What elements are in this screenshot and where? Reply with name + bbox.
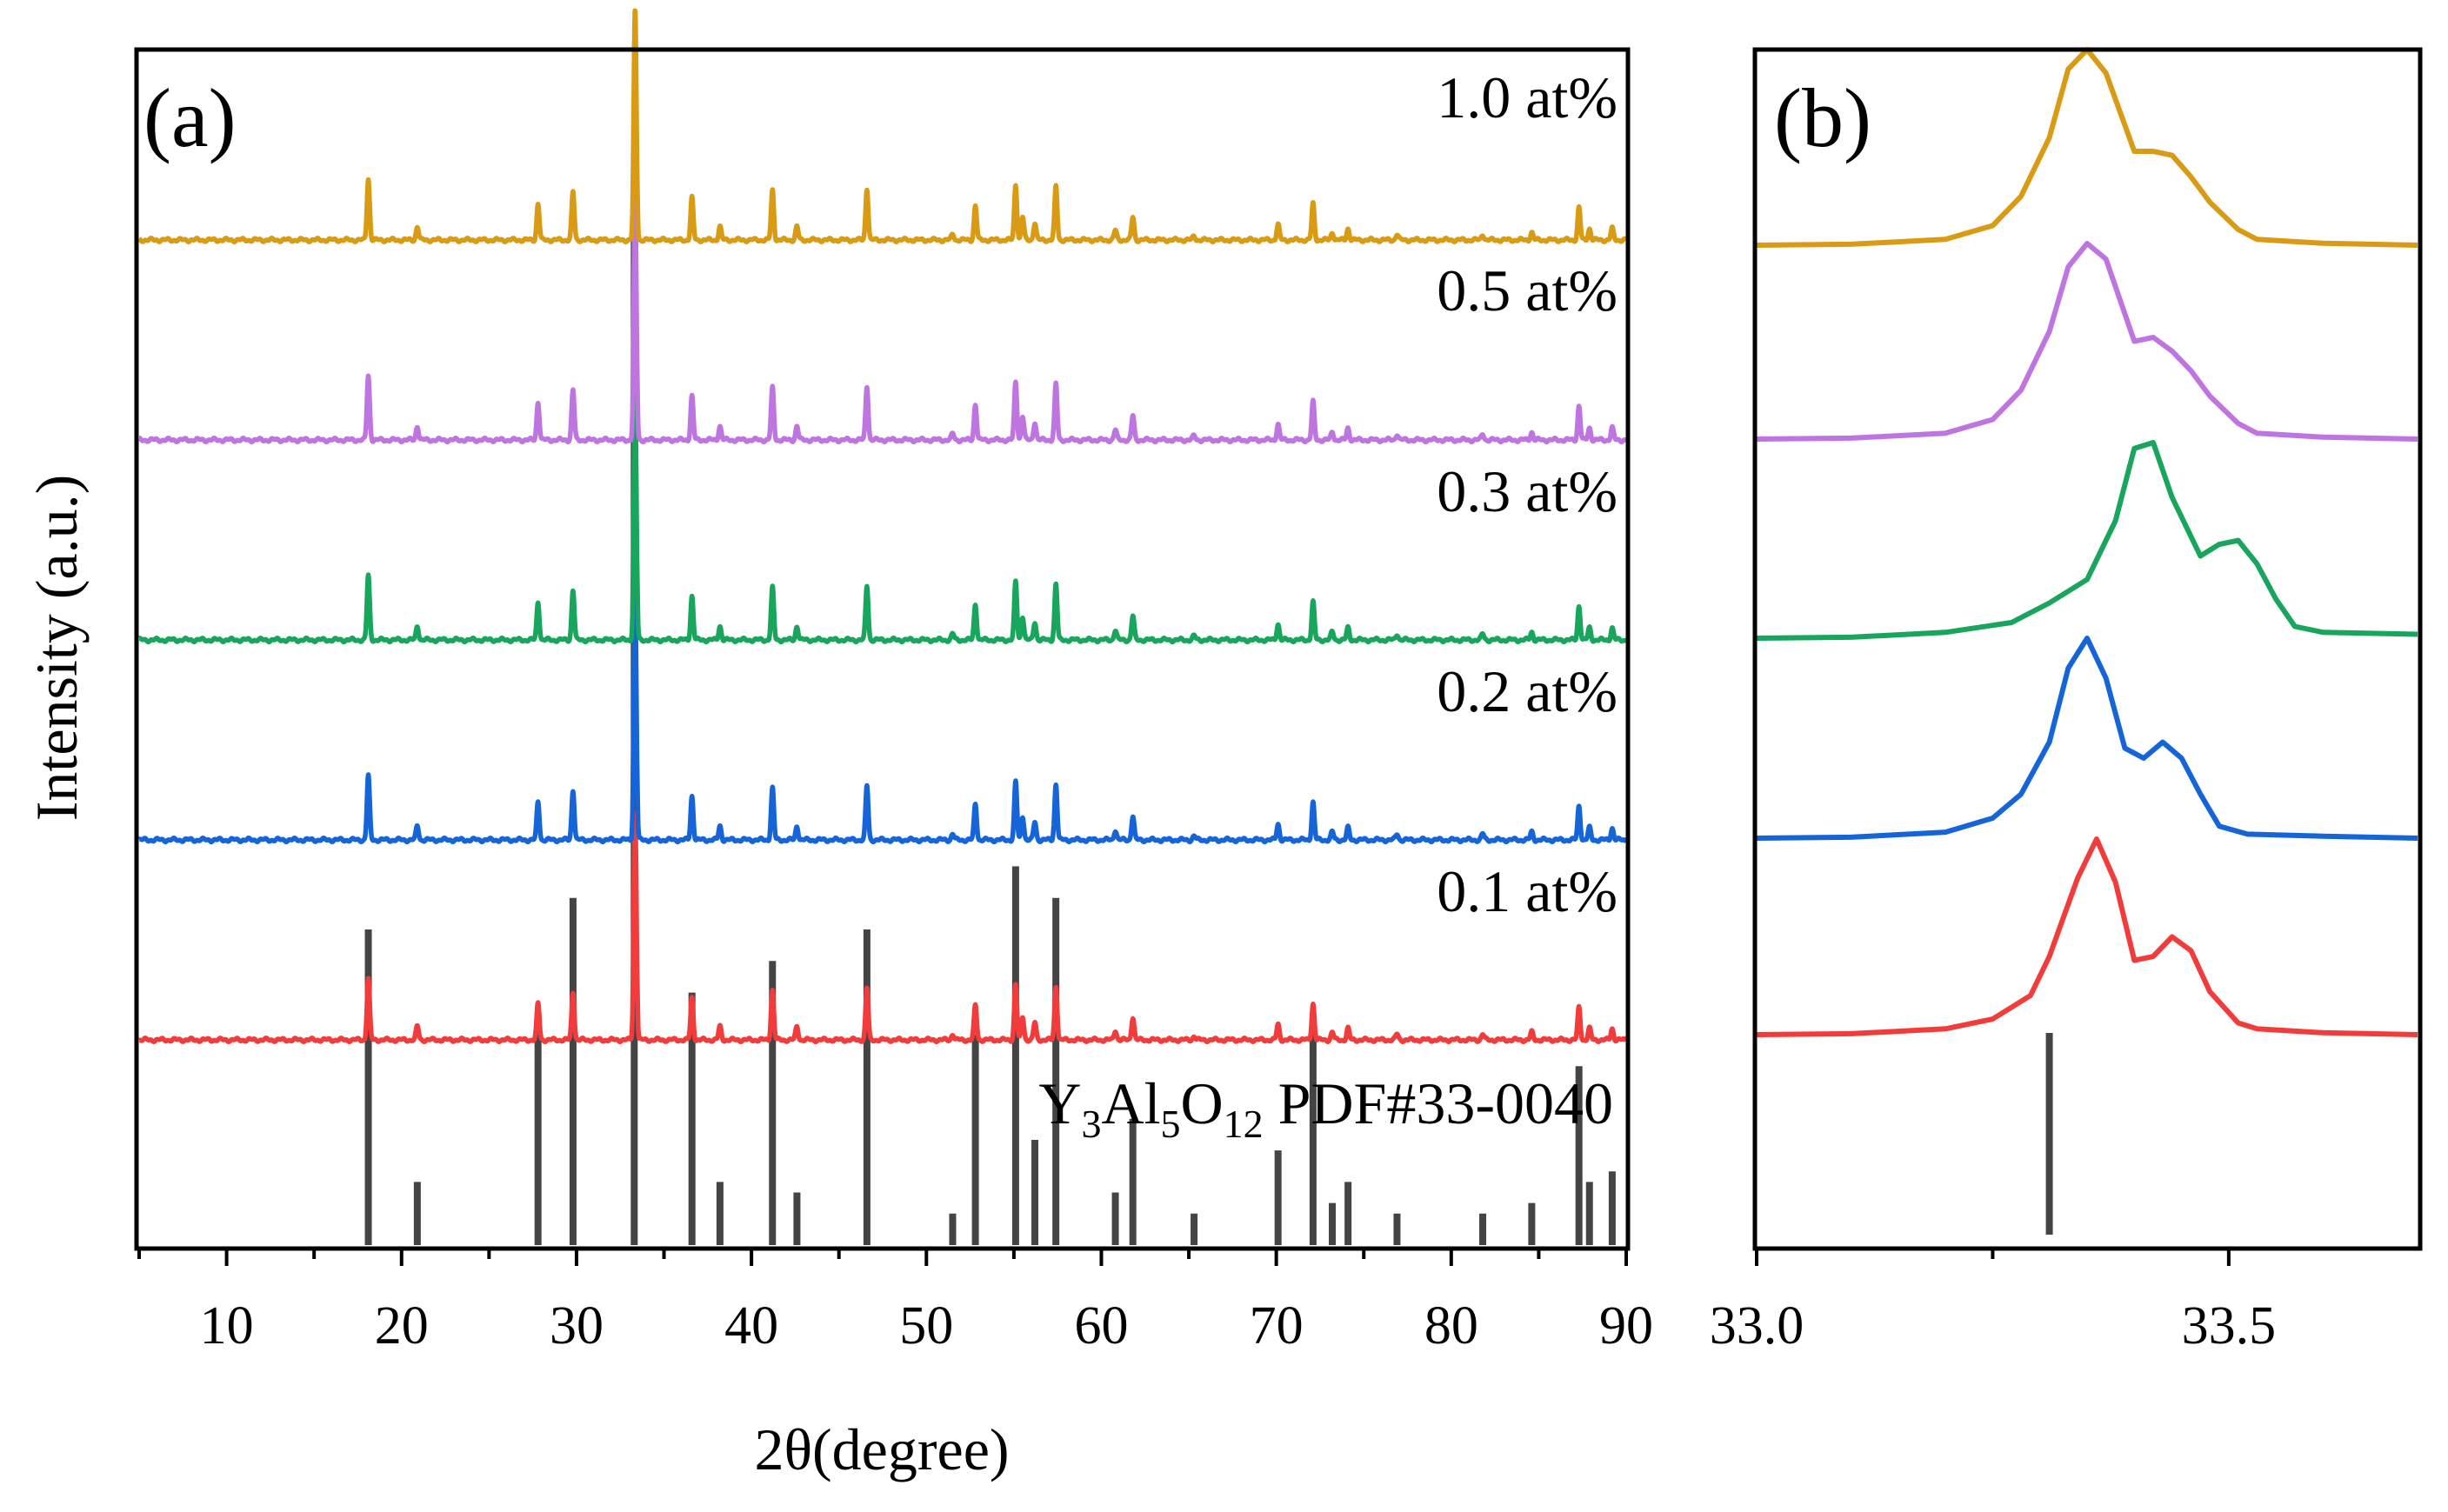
xrd-series-group: [137, 8, 1629, 1044]
series-label-1-0: 1.0 at%: [1437, 64, 1618, 130]
series-label-0-1: 0.1 at%: [1437, 858, 1618, 924]
zoom-trace-01: [1756, 836, 2418, 1037]
x-tick-label: 10: [200, 1296, 254, 1355]
x-tick-label: 60: [1074, 1296, 1128, 1355]
panel-a-frame: [134, 47, 1631, 1251]
series-label-0-2: 0.2 at%: [1437, 658, 1618, 724]
panel-a: 10 20 30 40 50 60 70 80 90 (a) 2θ(degree) Intens…: [23, 8, 1653, 1482]
x-tick-label: 40: [724, 1296, 778, 1355]
x-tick-label: 80: [1424, 1296, 1478, 1355]
x-tick-label: 50: [899, 1296, 953, 1355]
x-tick-label: 30: [550, 1296, 604, 1355]
y-axis-label: Intensity (a.u.): [23, 475, 90, 821]
zoom-trace-10: [1756, 47, 2418, 248]
series-label-0-5: 0.5 at%: [1437, 257, 1618, 323]
x-tick-label: 70: [1250, 1296, 1304, 1355]
panel-a-label: (a): [143, 71, 237, 164]
xrd-trace-05: [137, 197, 1629, 445]
zoom-trace-05: [1756, 241, 2418, 442]
zoom-tick-label: 33.5: [2182, 1296, 2277, 1355]
x-axis-label: 2θ(degree): [754, 1416, 1009, 1482]
xrd-trace-03: [137, 398, 1629, 645]
panel-b-x-ticks: 33.0 33.5: [1710, 1249, 2276, 1355]
x-tick-label: 20: [375, 1296, 429, 1355]
xrd-trace-10: [137, 8, 1629, 244]
reference-label: Y3Al5O12 PDF#33-0040: [1038, 1070, 1613, 1146]
panel-a-x-ticks: 10 20 30 40 50 60 70 80 90: [137, 1249, 1653, 1355]
panel-b: 33.0 33.5 (b): [1710, 47, 2423, 1355]
zoom-trace-03: [1756, 440, 2418, 641]
x-tick-label: 90: [1599, 1296, 1653, 1355]
series-label-0-3: 0.3 at%: [1437, 458, 1618, 524]
panel-b-label: (b): [1774, 71, 1871, 164]
zoom-tick-label: 33.0: [1710, 1296, 1804, 1355]
panel-b-frame: [1752, 47, 2423, 1251]
zoom-trace-02: [1756, 636, 2418, 841]
xrd-trace-02: [137, 599, 1629, 845]
xrd-trace-01: [137, 810, 1629, 1044]
zoom-series-group: [1756, 47, 2418, 1037]
